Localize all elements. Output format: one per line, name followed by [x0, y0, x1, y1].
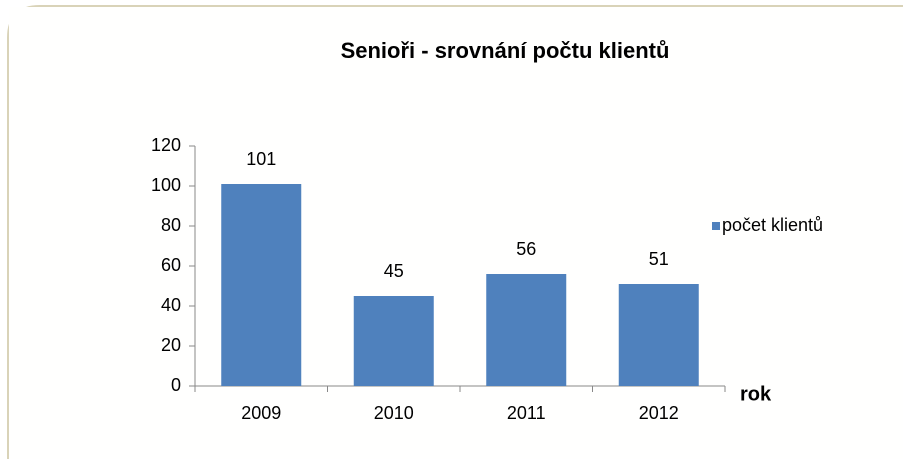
chart-background	[9, 7, 903, 459]
y-tick-label: 40	[161, 295, 181, 315]
y-tick-label: 0	[171, 375, 181, 395]
x-tick-label: 2009	[241, 403, 281, 423]
x-tick-label: 2012	[639, 403, 679, 423]
chart-title: Senioři - srovnání počtu klientů	[341, 38, 670, 63]
data-label: 51	[649, 249, 669, 269]
data-label: 45	[384, 261, 404, 281]
data-label: 101	[246, 149, 276, 169]
y-tick-label: 20	[161, 335, 181, 355]
x-axis-label: rok	[740, 383, 772, 405]
bar	[221, 184, 302, 386]
x-tick-label: 2010	[374, 403, 414, 423]
legend-label: počet klientů	[722, 215, 823, 235]
bar	[353, 296, 434, 386]
bar	[618, 284, 699, 386]
y-tick-label: 60	[161, 255, 181, 275]
legend-swatch	[712, 222, 720, 230]
data-label: 56	[516, 239, 536, 259]
y-tick-label: 80	[161, 215, 181, 235]
y-tick-label: 100	[151, 175, 181, 195]
x-tick-label: 2011	[507, 403, 546, 423]
bar	[486, 274, 567, 386]
y-tick-label: 120	[151, 135, 181, 155]
